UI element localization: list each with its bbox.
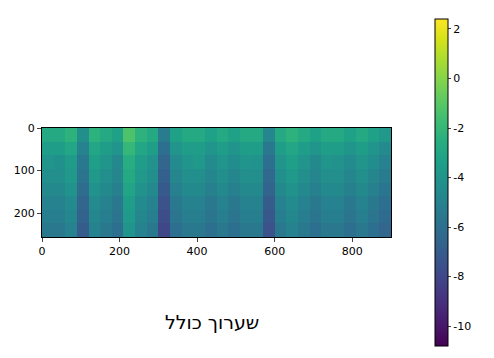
svg-text:2: 2 [453, 23, 460, 36]
svg-text:-4: -4 [453, 171, 464, 184]
svg-text:0: 0 [453, 72, 460, 85]
svg-text:100: 100 [14, 164, 35, 177]
svg-text:200: 200 [109, 245, 130, 258]
svg-text:400: 400 [187, 245, 208, 258]
svg-text:0: 0 [39, 245, 46, 258]
svg-text:שערוך כולל: שערוך כולל [165, 311, 259, 333]
svg-text:0: 0 [28, 122, 35, 135]
svg-text:800: 800 [342, 245, 363, 258]
svg-text:-10: -10 [453, 320, 471, 333]
svg-text:600: 600 [264, 245, 285, 258]
svg-text:200: 200 [14, 207, 35, 220]
svg-text:-2: -2 [453, 122, 464, 135]
svg-text:-8: -8 [453, 270, 464, 283]
svg-text:-6: -6 [453, 221, 464, 234]
